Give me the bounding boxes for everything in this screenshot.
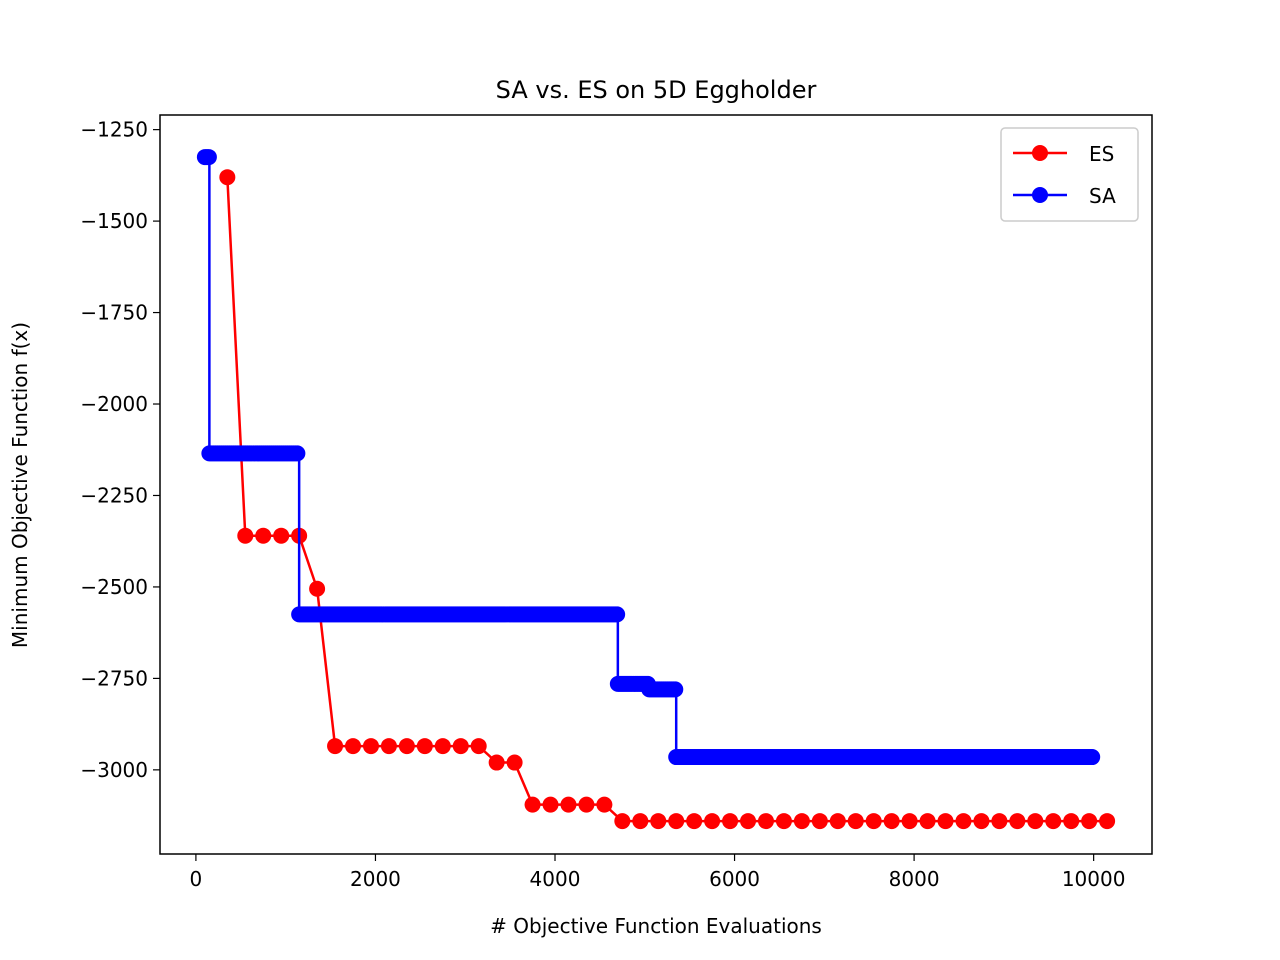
data-point-es <box>327 738 344 755</box>
data-point-es <box>973 813 990 830</box>
data-point-es <box>219 169 236 186</box>
data-point-es <box>829 813 846 830</box>
data-point-es <box>309 580 326 597</box>
data-point-es <box>1027 813 1044 830</box>
marker-band-sa <box>196 149 217 166</box>
legend-item-sa: SA <box>1013 184 1116 208</box>
data-point-es <box>416 738 433 755</box>
plot-frame <box>159 114 1153 855</box>
data-point-es <box>542 796 559 813</box>
data-point-es <box>632 813 649 830</box>
data-point-es <box>362 738 379 755</box>
data-point-es <box>237 527 254 544</box>
data-point-sa <box>200 149 217 166</box>
series-sa <box>196 149 1101 766</box>
marker-band-sa <box>609 675 656 692</box>
legend-marker <box>1032 145 1048 161</box>
data-point-es <box>955 813 972 830</box>
legend-label: SA <box>1089 184 1116 208</box>
data-point-es <box>1009 813 1026 830</box>
legend-marker <box>1032 187 1048 203</box>
data-point-es <box>398 738 415 755</box>
data-point-es <box>578 796 595 813</box>
data-point-es <box>757 813 774 830</box>
data-point-es <box>686 813 703 830</box>
data-point-es <box>434 738 451 755</box>
axis-ticks: 0 2000 4000 6000 8000 10000 −3000 −2750 −2500 −22… <box>80 118 1125 891</box>
y-tick-label: −2250 <box>80 483 148 507</box>
data-point-es <box>722 813 739 830</box>
data-point-es <box>1045 813 1062 830</box>
y-tick-label: −1250 <box>80 118 148 142</box>
data-point-es <box>901 813 918 830</box>
series-layer <box>196 149 1116 830</box>
y-tick-label: −2750 <box>80 666 148 690</box>
legend-label: ES <box>1089 142 1114 166</box>
x-axis-label: # Objective Function Evaluations <box>490 914 822 938</box>
x-tick-label: 0 <box>190 867 203 891</box>
marker-band-sa <box>668 749 1101 766</box>
data-point-es <box>524 796 541 813</box>
data-point-es <box>775 813 792 830</box>
data-point-es <box>650 813 667 830</box>
data-point-es <box>865 813 882 830</box>
legend: ES SA <box>1000 127 1139 222</box>
data-point-sa <box>289 445 306 462</box>
data-point-es <box>596 796 613 813</box>
x-tick-label: 2000 <box>350 867 401 891</box>
data-point-es <box>452 738 469 755</box>
chart-title: SA vs. ES on 5D Eggholder <box>496 76 817 104</box>
data-point-sa <box>609 606 626 623</box>
series-es <box>219 169 1116 830</box>
data-point-es <box>380 738 397 755</box>
marker-band-sa <box>641 681 684 698</box>
x-tick-label: 8000 <box>889 867 940 891</box>
data-point-es <box>704 813 721 830</box>
data-point-es <box>1063 813 1080 830</box>
data-point-es <box>811 813 828 830</box>
legend-box <box>1000 127 1139 222</box>
data-point-es <box>1099 813 1116 830</box>
data-point-es <box>740 813 757 830</box>
data-point-es <box>560 796 577 813</box>
data-point-es <box>883 813 900 830</box>
data-point-es <box>506 754 523 771</box>
data-point-es <box>255 527 272 544</box>
y-axis-label: Minimum Objective Function f(x) <box>8 322 32 648</box>
x-tick-label: 4000 <box>530 867 581 891</box>
data-point-es <box>470 738 487 755</box>
y-tick-label: −1500 <box>80 209 148 233</box>
data-point-es <box>847 813 864 830</box>
y-tick-label: −1750 <box>80 301 148 325</box>
data-point-sa <box>1084 749 1101 766</box>
y-tick-label: −2000 <box>80 392 148 416</box>
x-tick-label: 10000 <box>1062 867 1126 891</box>
data-point-es <box>793 813 810 830</box>
legend-item-es: ES <box>1013 142 1114 166</box>
data-point-es <box>937 813 954 830</box>
data-point-es <box>919 813 936 830</box>
marker-band-sa <box>201 445 306 462</box>
data-point-es <box>345 738 362 755</box>
marker-band-sa <box>291 606 626 623</box>
series-line-sa <box>204 155 1094 759</box>
y-tick-label: −3000 <box>80 758 148 782</box>
x-tick-label: 6000 <box>709 867 760 891</box>
data-point-es <box>273 527 290 544</box>
data-point-es <box>668 813 685 830</box>
data-point-es <box>488 754 505 771</box>
data-point-es <box>614 813 631 830</box>
y-tick-label: −2500 <box>80 575 148 599</box>
data-point-es <box>1081 813 1098 830</box>
data-point-sa <box>667 681 684 698</box>
data-point-es <box>991 813 1008 830</box>
